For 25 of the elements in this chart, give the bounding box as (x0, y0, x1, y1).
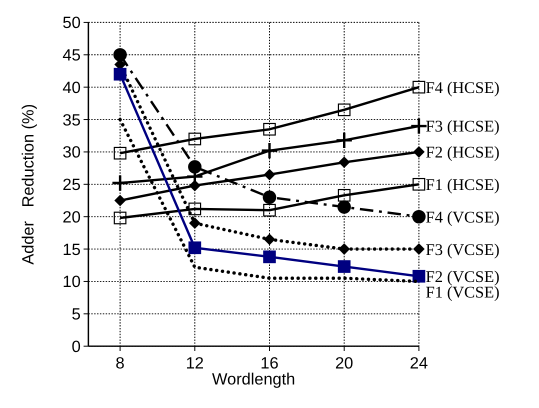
y-tick-label: 0 (72, 338, 81, 356)
y-tick-label: 30 (62, 144, 81, 162)
series-label: F3 (VCSE) (426, 240, 500, 259)
x-tick-label: 16 (260, 354, 279, 372)
y-tick-label: 20 (62, 208, 81, 226)
y-tick-label: 50 (62, 14, 81, 32)
x-tick-label: 24 (410, 354, 428, 372)
x-axis-title: Wordlength (212, 370, 296, 389)
series-label: F4 (VCSE) (426, 207, 500, 226)
y-tick-label: 10 (62, 273, 81, 292)
y-axis-title: Adder Reduction (%) (20, 104, 38, 265)
series-label: F2 (VCSE) (426, 266, 500, 286)
series-label: F1 (HCSE) (426, 175, 500, 194)
y-tick-label: 35 (62, 111, 81, 130)
series-label: F2 (HCSE) (426, 142, 500, 162)
y-tick-label: 5 (72, 306, 81, 324)
y-tick-label: 45 (62, 46, 81, 65)
x-tick-label: 12 (186, 354, 204, 372)
y-tick-label: 40 (62, 78, 81, 97)
x-tick-label: 20 (335, 354, 354, 372)
series-label: F3 (HCSE) (426, 116, 500, 136)
series-label: F4 (HCSE) (426, 78, 500, 97)
y-tick-label: 15 (62, 240, 81, 259)
y-tick-label: 25 (62, 176, 81, 194)
x-tick-label: 8 (116, 354, 125, 372)
